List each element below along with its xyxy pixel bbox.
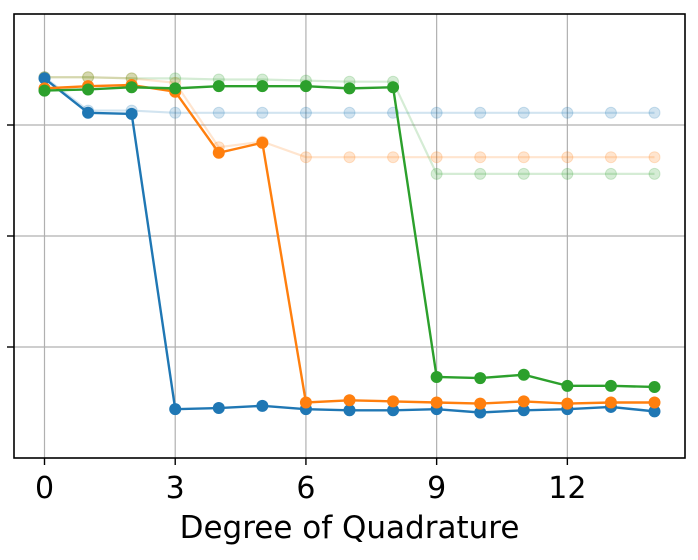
faded-series-point: [474, 106, 487, 119]
x-tick-layer: 0 3 6 9 12: [7, 124, 586, 506]
series-point: [604, 379, 617, 392]
series-point: [38, 72, 51, 85]
faded-series-line: [44, 76, 655, 175]
faded-series-point: [474, 151, 487, 164]
faded-series-point: [648, 151, 661, 164]
faded-series-point: [604, 167, 617, 180]
series-point: [299, 396, 312, 409]
series-point: [343, 82, 356, 95]
faded-series-point: [387, 151, 400, 164]
series-point: [604, 396, 617, 409]
faded-series-point: [430, 151, 443, 164]
faded-series-line: [44, 76, 655, 159]
faded-series-point: [648, 106, 661, 119]
x-axis-label: Degree of Quadrature: [180, 510, 520, 546]
series-point: [343, 394, 356, 407]
x-tick-label: 12: [548, 471, 586, 506]
series-point: [517, 404, 530, 417]
series-point: [212, 146, 225, 159]
series-point: [169, 82, 182, 95]
faded-series-point: [604, 106, 617, 119]
series-line: [43, 77, 655, 414]
series-point: [169, 403, 182, 416]
series-point: [38, 84, 51, 97]
series-line: [44, 83, 655, 405]
faded-series-point: [169, 72, 182, 85]
series-point: [82, 106, 95, 119]
faded-series-point: [517, 167, 530, 180]
faded-series-point: [561, 106, 574, 119]
series-point: [648, 380, 661, 393]
series-point: [343, 404, 356, 417]
faded-series-point: [430, 167, 443, 180]
x-tick-label: 9: [427, 471, 446, 506]
x-tick-label: 0: [35, 471, 54, 506]
series-point: [387, 404, 400, 417]
faded-series-point: [256, 106, 269, 119]
faded-series-point: [561, 151, 574, 164]
faded-series-point: [517, 106, 530, 119]
series-point: [474, 372, 487, 385]
series-point: [299, 80, 312, 93]
faded-series-point: [299, 151, 312, 164]
series-point: [517, 368, 530, 381]
series-point: [256, 136, 269, 149]
faded-series-point: [648, 167, 661, 180]
series-point: [256, 399, 269, 412]
faded-series-point: [343, 151, 356, 164]
faded-series-point: [517, 151, 530, 164]
series-point: [82, 83, 95, 96]
x-tick-label: 3: [166, 471, 185, 506]
series-point: [648, 405, 661, 418]
series-point: [212, 80, 225, 93]
series-point: [517, 395, 530, 408]
series-point: [387, 395, 400, 408]
faded-series-point: [430, 106, 443, 119]
series-point: [430, 370, 443, 383]
series-point: [430, 396, 443, 409]
series-point: [474, 397, 487, 410]
faded-series-point: [212, 106, 225, 119]
series-point: [256, 80, 269, 93]
series-point: [212, 402, 225, 415]
series-point: [125, 107, 138, 120]
series-point: [561, 397, 574, 410]
series-point: [387, 81, 400, 94]
series-point: [648, 396, 661, 409]
faded-series-point: [169, 106, 182, 119]
series-point: [125, 81, 138, 94]
series-point: [561, 379, 574, 392]
faded-series-point: [299, 106, 312, 119]
x-tick-label: 6: [296, 471, 315, 506]
faded-series-point: [343, 106, 356, 119]
faded-series-point: [474, 167, 487, 180]
series-point: [474, 406, 487, 419]
faded-series-point: [604, 151, 617, 164]
faded-series-line: [43, 76, 655, 114]
series-layer: [38, 72, 661, 419]
faded-series-point: [561, 167, 574, 180]
